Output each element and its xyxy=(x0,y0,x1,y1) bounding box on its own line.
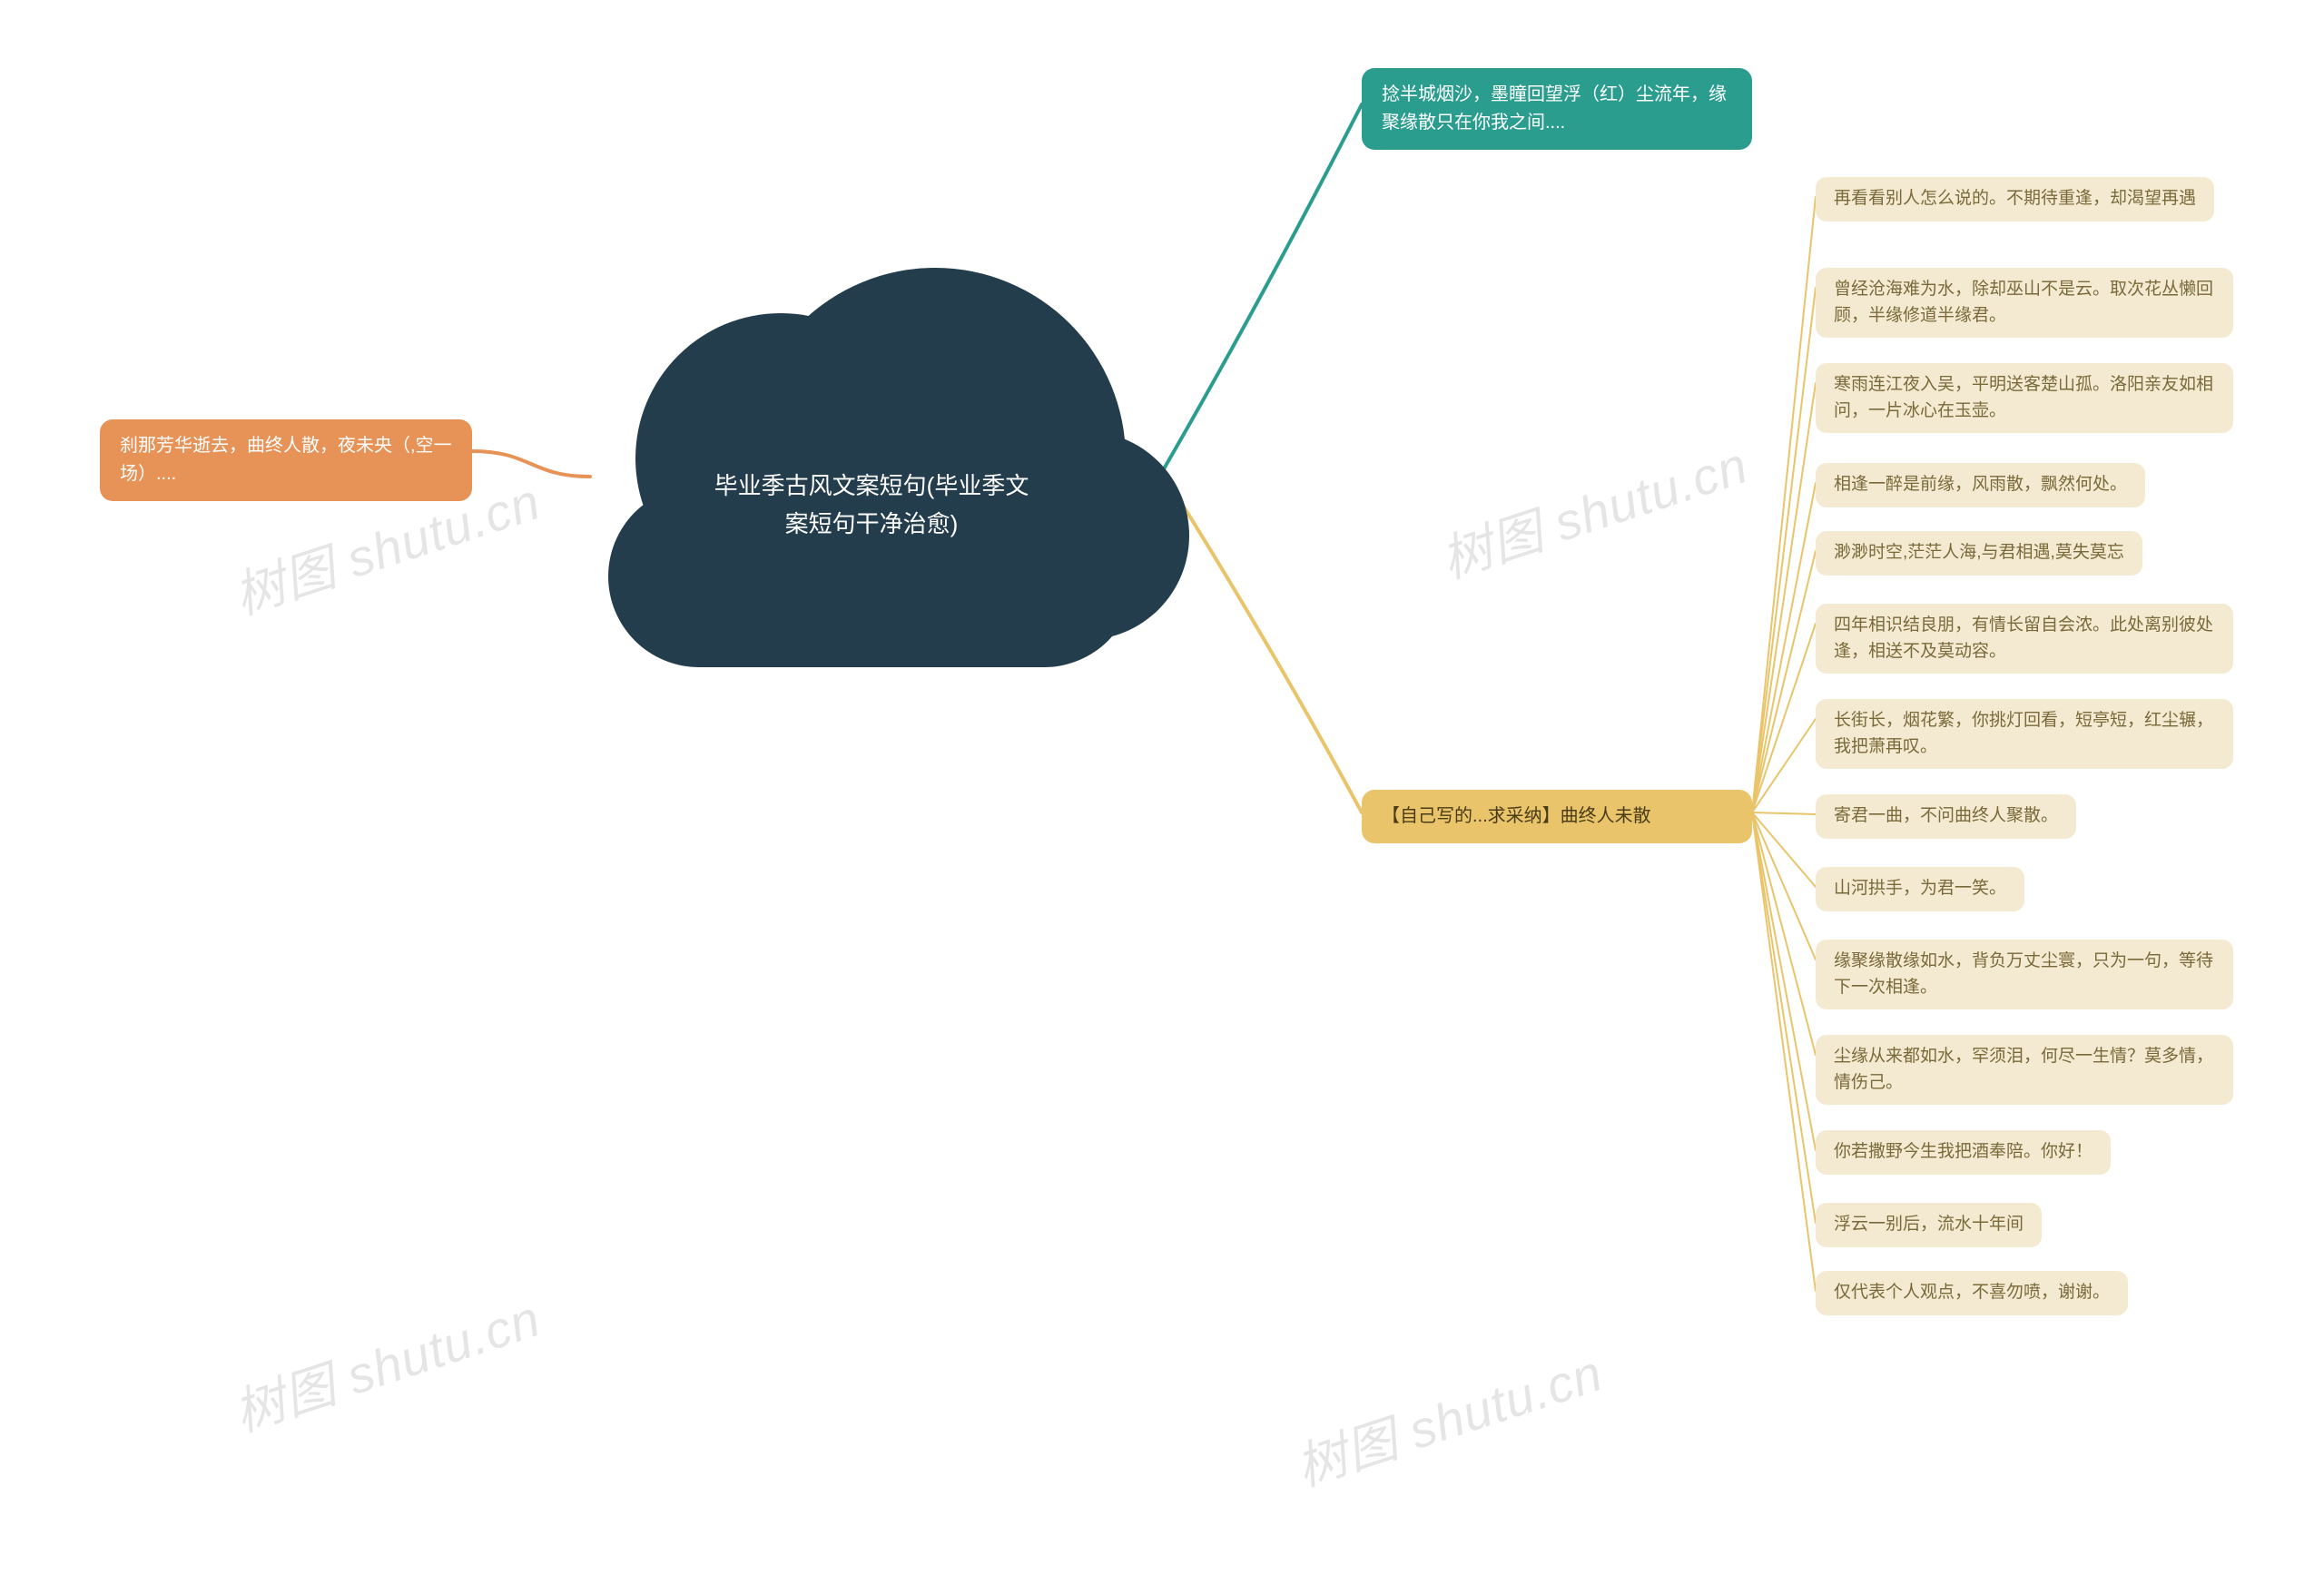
leaf-node-label: 相逢一醉是前缘，风雨散，飘然何处。 xyxy=(1834,475,2127,494)
leaf-node[interactable]: 寄君一曲，不问曲终人聚散。 xyxy=(1816,794,2076,839)
branch-node-mid-right[interactable]: 【自己写的...求采纳】曲终人未散 xyxy=(1362,790,1752,843)
leaf-node-label: 曾经沧海难为水，除却巫山不是云。取次花丛懒回顾，半缘修道半缘君。 xyxy=(1834,280,2213,325)
watermark: 树图 shutu.cn xyxy=(1285,1333,1610,1501)
leaf-node[interactable]: 浮云一别后，流水十年间 xyxy=(1816,1203,2042,1247)
leaf-node-label: 仅代表个人观点，不喜勿喷，谢谢。 xyxy=(1834,1283,2110,1302)
leaf-node-label: 寄君一曲，不问曲终人聚散。 xyxy=(1834,806,2058,825)
leaf-node-label: 你若撒野今生我把酒奉陪。你好！ xyxy=(1834,1142,2093,1161)
center-node-label: 毕业季古风文案短句(毕业季文案短句干净治愈) xyxy=(581,468,1162,543)
branch-node-label: 【自己写的...求采纳】曲终人未散 xyxy=(1382,806,1651,826)
leaf-node[interactable]: 再看看别人怎么说的。不期待重逢，却渴望再遇 xyxy=(1816,177,2214,221)
leaf-node[interactable]: 长街长，烟花繁，你挑灯回看，短亭短，红尘辗，我把萧再叹。 xyxy=(1816,699,2233,769)
leaf-node[interactable]: 仅代表个人观点，不喜勿喷，谢谢。 xyxy=(1816,1271,2128,1315)
leaf-node[interactable]: 山河拱手，为君一笑。 xyxy=(1816,867,2024,911)
leaf-node[interactable]: 曾经沧海难为水，除却巫山不是云。取次花丛懒回顾，半缘修道半缘君。 xyxy=(1816,268,2233,338)
leaf-node[interactable]: 寒雨连江夜入吴，平明送客楚山孤。洛阳亲友如相问，一片冰心在玉壶。 xyxy=(1816,363,2233,433)
leaf-node-label: 山河拱手，为君一笑。 xyxy=(1834,879,2006,898)
connectors-layer xyxy=(0,0,2324,1575)
leaf-node-label: 寒雨连江夜入吴，平明送客楚山孤。洛阳亲友如相问，一片冰心在玉壶。 xyxy=(1834,375,2213,420)
leaf-node-label: 尘缘从来都如水，罕须泪，何尽一生情？莫多情，情伤己。 xyxy=(1834,1047,2213,1092)
center-node[interactable]: 毕业季古风文案短句(毕业季文案短句干净治愈) xyxy=(581,277,1162,667)
branch-node-label: 捻半城烟沙，墨瞳回望浮（红）尘流年，缘聚缘散只在你我之间.... xyxy=(1382,84,1727,133)
mindmap-canvas: 树图 shutu.cn树图 shutu.cn树图 shutu.cn树图 shut… xyxy=(0,0,2324,1575)
leaf-node-label: 长街长，烟花繁，你挑灯回看，短亭短，红尘辗，我把萧再叹。 xyxy=(1834,711,2213,756)
leaf-node[interactable]: 渺渺时空,茫茫人海,与君相遇,莫失莫忘 xyxy=(1816,531,2142,576)
leaf-node-label: 缘聚缘散缘如水，背负万丈尘寰，只为一句，等待下一次相逢。 xyxy=(1834,951,2213,997)
leaf-node[interactable]: 四年相识结良朋，有情长留自会浓。此处离别彼处逢，相送不及莫动容。 xyxy=(1816,604,2233,674)
leaf-node[interactable]: 尘缘从来都如水，罕须泪，何尽一生情？莫多情，情伤己。 xyxy=(1816,1035,2233,1105)
branch-node-label: 刹那芳华逝去，曲终人散，夜未央（,空一场）.... xyxy=(120,436,452,484)
leaf-node-label: 浮云一别后，流水十年间 xyxy=(1834,1215,2024,1234)
branch-node-top-right[interactable]: 捻半城烟沙，墨瞳回望浮（红）尘流年，缘聚缘散只在你我之间.... xyxy=(1362,68,1752,150)
leaf-node[interactable]: 缘聚缘散缘如水，背负万丈尘寰，只为一句，等待下一次相逢。 xyxy=(1816,940,2233,1009)
leaf-node[interactable]: 相逢一醉是前缘，风雨散，飘然何处。 xyxy=(1816,463,2145,507)
leaf-node-label: 四年相识结良朋，有情长留自会浓。此处离别彼处逢，相送不及莫动容。 xyxy=(1834,615,2213,661)
watermark: 树图 shutu.cn xyxy=(1431,425,1756,593)
branch-node-left[interactable]: 刹那芳华逝去，曲终人散，夜未央（,空一场）.... xyxy=(100,419,472,501)
watermark: 树图 shutu.cn xyxy=(223,1278,548,1446)
leaf-node-label: 渺渺时空,茫茫人海,与君相遇,莫失莫忘 xyxy=(1834,543,2124,562)
leaf-node[interactable]: 你若撒野今生我把酒奉陪。你好！ xyxy=(1816,1130,2111,1175)
leaf-node-label: 再看看别人怎么说的。不期待重逢，却渴望再遇 xyxy=(1834,189,2196,208)
